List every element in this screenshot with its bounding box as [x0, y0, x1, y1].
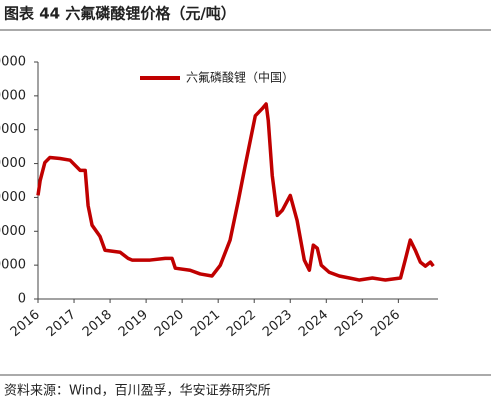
source: 资料来源：Wind，百川盈孚，华安证券研究所 — [4, 383, 271, 399]
legend-label: 六氟磷酸锂（中国） — [186, 70, 294, 85]
x-tick-label: 2022 — [224, 307, 259, 340]
y-tick-label: 0 — [18, 292, 26, 307]
y-tick-label: 200000 — [0, 224, 26, 239]
y-tick-label: 400000 — [0, 156, 26, 171]
line — [36, 102, 435, 282]
y-tick-label: 700000 — [0, 55, 26, 70]
x-tick-label: 2021 — [188, 307, 223, 340]
y-tick-label: 100000 — [0, 258, 26, 273]
x-tick-label: 2020 — [152, 307, 187, 340]
x-tick-label: 2016 — [8, 307, 43, 340]
chart-title: 图表 44 六氟磷酸锂价格（元/吨） — [4, 5, 236, 23]
x-tick-label: 2018 — [80, 307, 115, 340]
y-tick-label: 300000 — [0, 190, 26, 205]
y-tick-label: 500000 — [0, 122, 26, 137]
x-tick-label: 2025 — [332, 307, 367, 340]
x-tick-label: 2017 — [44, 307, 79, 340]
x-tick-label: 2026 — [368, 307, 403, 340]
x-tick-label: 2023 — [260, 307, 295, 340]
x-tick-label: 2024 — [296, 307, 331, 340]
x-tick-label: 2019 — [116, 307, 151, 340]
y-tick-label: 600000 — [0, 88, 26, 103]
